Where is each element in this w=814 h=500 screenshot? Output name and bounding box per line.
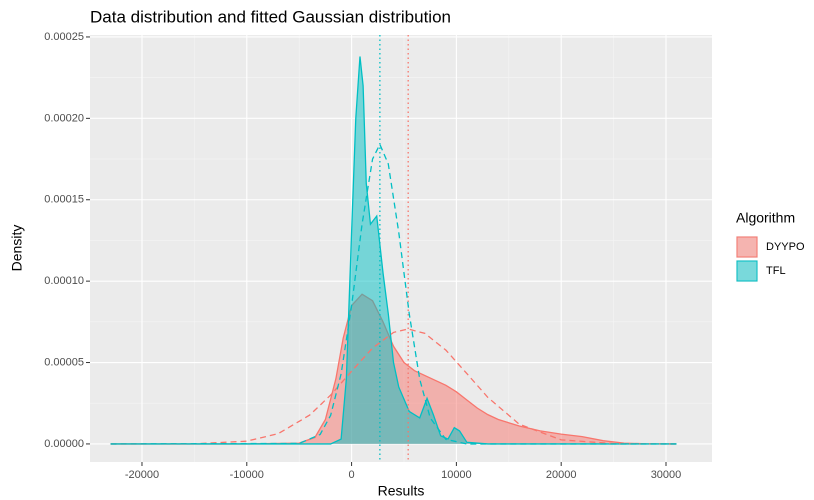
y-tick-label: 0.00020: [44, 112, 84, 124]
y-tick-label: 0.00010: [44, 275, 84, 287]
x-tick-label: 30000: [651, 469, 682, 481]
y-tick-label: 0.00005: [44, 356, 84, 368]
legend-swatch: [736, 260, 758, 282]
plot-area: [90, 35, 712, 462]
density-line: [110, 293, 677, 445]
x-tick-label: -10000: [230, 469, 264, 481]
chart-title: Data distribution and fitted Gaussian di…: [90, 7, 451, 26]
fit-line: [110, 328, 677, 445]
legend-label: DYYPO: [766, 241, 805, 253]
legend-title: Algorithm: [736, 210, 795, 226]
legend-swatch: [736, 236, 758, 258]
density-line: [110, 56, 677, 445]
density-area: [110, 56, 677, 444]
x-tick-label: -20000: [125, 469, 159, 481]
y-tick-label: 0.00015: [44, 194, 84, 206]
y-tick-label: 0.00000: [44, 438, 84, 450]
fit-line: [110, 142, 677, 445]
y-axis-label: Density: [9, 225, 25, 272]
y-tick-label: 0.00025: [44, 31, 84, 43]
x-axis-label: Results: [378, 483, 425, 499]
x-tick-label: 10000: [441, 469, 472, 481]
x-tick-label: 0: [349, 469, 355, 481]
x-tick-label: 20000: [546, 469, 577, 481]
legend-label: TFL: [766, 265, 786, 277]
